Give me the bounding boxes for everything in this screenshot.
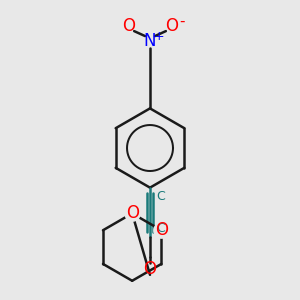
Text: O: O bbox=[165, 17, 178, 35]
Text: C: C bbox=[156, 190, 165, 203]
Text: O: O bbox=[126, 204, 139, 222]
Text: O: O bbox=[143, 260, 157, 278]
Text: O: O bbox=[155, 221, 168, 239]
Text: -: - bbox=[179, 14, 184, 29]
Text: +: + bbox=[154, 30, 164, 43]
Text: O: O bbox=[122, 17, 135, 35]
Text: N: N bbox=[144, 32, 156, 50]
Text: C: C bbox=[156, 222, 165, 235]
